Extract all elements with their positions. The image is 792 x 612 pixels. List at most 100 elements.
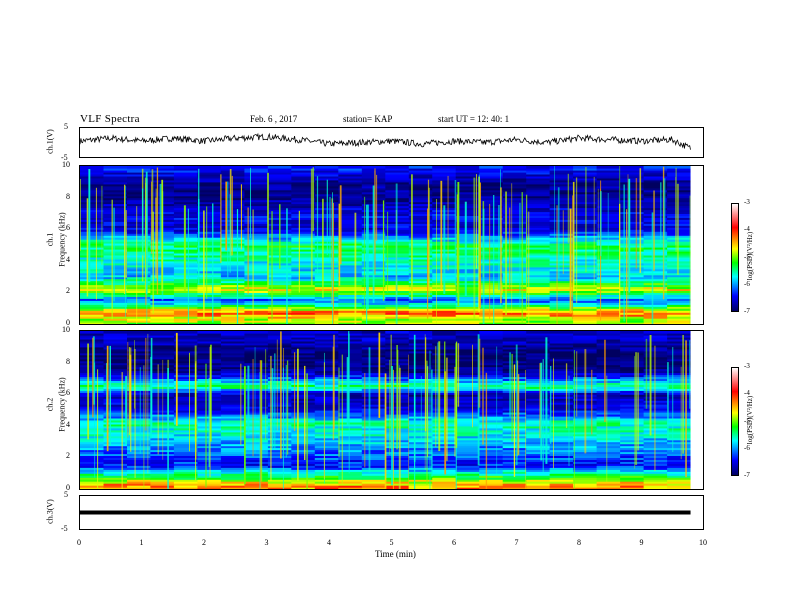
ch2-spectrogram-cell	[667, 378, 692, 381]
ch1-spectrogram-cell	[408, 322, 433, 324]
ch2-spectrogram-cell	[643, 467, 668, 470]
ch2-spectrogram-cell	[643, 342, 668, 346]
ch1-spectrogram-cell	[197, 258, 222, 262]
ch2-spectrogram-cell	[455, 443, 480, 447]
ch1-spectrogram-cell	[408, 223, 433, 226]
ch2-colorbar-tick--7: -7	[744, 471, 750, 479]
ch2-spectrogram-cell	[103, 477, 128, 480]
ch2-spectrogram-cell	[408, 368, 433, 372]
ch1-spectrogram-cell	[197, 181, 222, 185]
ch1-spectrogram-cell	[127, 189, 152, 193]
ch2-spectrogram-cell	[267, 404, 292, 407]
ch2-spectrogram-cell	[267, 378, 292, 381]
ch1-spectrogram-cell	[432, 318, 457, 321]
ch2-spectrogram-cell	[80, 485, 105, 488]
ch2-spectrogram-cell	[267, 394, 292, 397]
ch1-spectrogram-cell	[244, 195, 269, 199]
ch1-spectrogram-cell	[197, 276, 222, 280]
ch1-spectrogram-cell	[314, 288, 339, 291]
ch1-spectrogram-cell	[291, 308, 316, 311]
ch1-spectrogram-cell	[197, 322, 222, 324]
ch1-spectrogram-cell	[549, 223, 574, 226]
ch2-spectrogram-cell	[596, 404, 621, 407]
ch1-spectrogram-cell	[338, 191, 363, 195]
ch2-spectrogram-cell	[197, 370, 222, 374]
ch2-spectrogram-streak	[525, 369, 526, 489]
ch2-spectrogram-cell	[549, 408, 574, 411]
ch1-spectrogram-cell	[197, 241, 222, 244]
ch1-spectrogram-cell	[80, 170, 105, 173]
ch1-spectrogram-cell	[549, 175, 574, 179]
ch2-spectrogram-cell	[150, 388, 175, 391]
ch2-spectrogram-cell	[267, 441, 292, 445]
ch1-spectrogram-cell	[573, 282, 598, 286]
ch1-spectrogram-cell	[338, 179, 363, 183]
ch1-spectrogram-cell	[408, 195, 433, 199]
ch2-spectrogram-cell	[455, 455, 480, 458]
ch2-spectrogram-cell	[150, 447, 175, 451]
ch1-spectrogram-cell	[291, 276, 316, 280]
ch1-spectrogram-cell	[80, 183, 105, 187]
ch2-spectrogram-cell	[361, 398, 386, 401]
ch1-spectrogram-streak	[619, 203, 621, 318]
ch2-spectrogram-cell	[314, 346, 339, 350]
ch1-spectrogram-cell	[197, 185, 222, 189]
ch2-spectrogram-cell	[526, 459, 551, 462]
ch2-spectrogram-cell	[103, 429, 128, 433]
ch2-spectrogram-cell	[620, 483, 645, 486]
ch1-spectrogram-cell	[80, 250, 105, 254]
ch1-spectrogram-cell	[291, 177, 316, 181]
ch2-spectrogram-cell	[455, 378, 480, 381]
ch1-spectrogram-cell	[526, 175, 551, 179]
ch2-spectrogram-cell	[314, 376, 339, 379]
ch1-spectrogram-cell	[338, 237, 363, 240]
ch2-spectrogram-cell	[361, 483, 386, 486]
ch1-spectrogram-cell	[291, 256, 316, 260]
ch1-spectrogram-cell	[479, 223, 504, 226]
ch2-spectrogram-cell	[479, 412, 504, 415]
ch1-spectrogram-cell	[620, 290, 645, 293]
ch2-spectrogram-cell	[596, 475, 621, 478]
ch2-spectrogram-cell	[385, 477, 410, 480]
ch2-spectrogram-cell	[220, 419, 245, 423]
ch2-spectrogram-cell	[267, 368, 292, 372]
ch1-spectrogram-cell	[643, 256, 668, 260]
ch2-spectrogram-cell	[596, 412, 621, 415]
ch2-spectrogram-cell	[103, 394, 128, 397]
ch1-spectrogram-cell	[338, 195, 363, 199]
ch2-spectrogram-cell	[361, 469, 386, 472]
ch1-spectrogram-cell	[220, 318, 245, 321]
ch1-spectrogram-cell	[549, 276, 574, 280]
ch2-spectrogram-cell	[432, 459, 457, 462]
ch1-spectrogram-cell	[455, 268, 480, 272]
ch2-spectrogram-cell	[197, 338, 222, 342]
ch1-spectrogram-cell	[667, 227, 692, 230]
ch1-spectrogram-streak	[387, 211, 389, 293]
ch2-spectrogram-streak	[680, 366, 682, 460]
ch2-spectrogram-cell	[620, 368, 645, 372]
ch2-spectrogram-cell	[455, 449, 480, 453]
ch1-spectrogram-cell	[643, 268, 668, 272]
ch2-spectrogram-cell	[197, 358, 222, 362]
ch1-spectrogram-cell	[338, 175, 363, 179]
ch1-spectrogram-cell	[267, 314, 292, 317]
ch2-spectrogram-cell	[173, 333, 198, 336]
ch1-spectrogram-cell	[526, 316, 551, 319]
ch1-spectrogram-cell	[127, 195, 152, 199]
ch1-spectrogram-cell	[291, 298, 316, 301]
ch1-spectrogram-cell	[620, 211, 645, 214]
ch2-spectrogram-cell	[150, 366, 175, 370]
ch2-spectrogram-cell	[385, 340, 410, 344]
ch2-spectrogram-cell	[643, 463, 668, 466]
ch1-spectrogram-streak	[155, 197, 157, 279]
ch1-spectrogram-cell	[667, 243, 692, 246]
ch2-spectrogram-streak	[429, 350, 431, 489]
ch1-spectrogram-cell	[643, 243, 668, 246]
ch1-spectrogram-cell	[432, 306, 457, 309]
ch2-spectrogram-cell	[244, 467, 269, 470]
ch1-spectrogram-cell	[573, 290, 598, 293]
ch1-spectrogram-cell	[596, 205, 621, 209]
ch2-spectrogram-cell	[361, 437, 386, 441]
ch2-spectrogram-cell	[620, 415, 645, 419]
ch1-spectrogram-cell	[596, 211, 621, 214]
